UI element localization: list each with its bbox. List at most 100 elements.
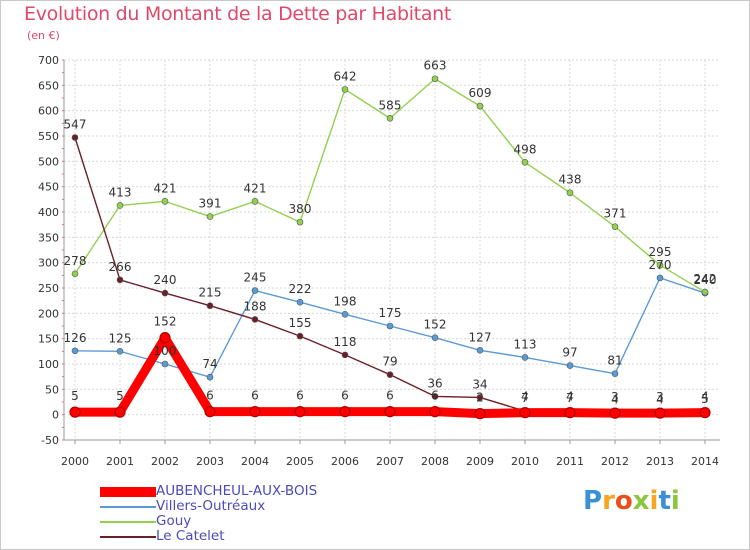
data-point-gouy [566,189,574,197]
y-tick-label: 600 [38,105,59,118]
data-point-aubencheul-aux-bois [654,407,666,419]
data-label-gouy: 295 [649,245,672,259]
chart-title: Evolution du Montant de la Dette par Hab… [24,3,452,25]
x-tick-label: 2003 [196,455,224,468]
x-tick-label: 2011 [556,455,584,468]
data-label-aubencheul-aux-bois: 5 [71,389,79,403]
x-tick-label: 2004 [241,455,269,468]
x-tick-label: 2012 [601,455,629,468]
data-label-villers-outr-aux: 100 [154,344,177,358]
data-point-le-catelet [161,289,169,297]
data-label-villers-outr-aux: 270 [649,258,672,272]
data-point-gouy [251,198,259,205]
data-label-aubencheul-aux-bois: 6 [251,389,259,403]
y-tick-label: 350 [38,231,59,244]
data-label-aubencheul-aux-bois: 6 [386,389,394,403]
data-point-villers-outr-aux [296,298,304,306]
data-label-gouy: 609 [469,86,492,100]
data-point-aubencheul-aux-bois [609,407,621,419]
data-point-gouy [521,159,529,166]
data-point-aubencheul-aux-bois [564,407,576,419]
data-label-villers-outr-aux: 81 [607,354,622,368]
data-point-gouy [341,86,349,93]
data-point-villers-outr-aux [386,322,394,330]
data-label-villers-outr-aux: 175 [379,306,402,320]
x-tick-label: 2009 [466,455,494,468]
legend-swatch [100,506,156,508]
data-point-gouy [431,75,439,83]
logo-letter: P [583,486,603,516]
data-label-aubencheul-aux-bois: 6 [431,389,439,403]
data-point-gouy [71,270,79,278]
data-point-aubencheul-aux-bois [69,406,81,418]
data-label-villers-outr-aux: 97 [562,346,577,360]
data-label-gouy: 413 [109,185,132,199]
data-point-aubencheul-aux-bois [519,407,531,419]
legend-swatch [100,521,156,523]
data-label-gouy: 438 [559,173,582,187]
data-point-gouy [476,102,484,110]
y-tick-label: 250 [38,282,59,295]
data-point-le-catelet [206,302,214,310]
data-point-aubencheul-aux-bois [249,406,261,418]
data-label-villers-outr-aux: 240 [694,273,717,287]
data-label-le-catelet: 79 [382,355,397,369]
data-label-gouy: 391 [199,197,222,211]
data-label-aubencheul-aux-bois: 4 [566,390,574,404]
x-tick-label: 2006 [331,455,359,468]
data-label-aubencheul-aux-bois: 5 [116,389,124,403]
x-tick-label: 2002 [151,455,179,468]
x-tick-label: 2001 [106,455,134,468]
data-point-villers-outr-aux [611,370,619,377]
logo-letter: o [614,486,633,516]
data-label-villers-outr-aux: 152 [424,318,447,332]
data-label-aubencheul-aux-bois: 6 [296,389,304,403]
data-label-le-catelet: 34 [472,377,487,391]
data-point-aubencheul-aux-bois [384,406,396,418]
data-point-gouy [701,288,709,296]
data-point-villers-outr-aux [71,347,79,355]
data-point-le-catelet [251,316,259,323]
y-tick-label: 500 [38,155,59,168]
data-label-gouy: 421 [154,181,177,195]
data-label-villers-outr-aux: 198 [334,294,357,308]
legend-swatch [100,487,156,497]
data-point-villers-outr-aux [521,354,529,361]
data-point-aubencheul-aux-bois [339,406,351,418]
y-tick-label: 650 [38,79,59,92]
y-tick-label: -50 [41,434,59,447]
data-point-le-catelet [116,276,124,284]
chart-subtitle: (en €) [27,29,60,42]
data-point-aubencheul-aux-bois [474,408,486,420]
y-tick-label: 150 [38,333,59,346]
data-label-gouy: 242 [694,272,717,286]
data-point-gouy [206,213,214,220]
x-tick-label: 2008 [421,455,449,468]
data-label-aubencheul-aux-bois: 4 [701,390,709,404]
data-point-le-catelet [296,332,304,340]
data-label-villers-outr-aux: 222 [289,282,312,296]
legend-label: Villers-Outréaux [156,498,266,514]
logo-letter: t [658,486,671,516]
data-point-gouy [386,114,394,122]
data-point-aubencheul-aux-bois [114,406,126,418]
logo-letter: r [602,486,615,516]
data-point-villers-outr-aux [116,348,124,355]
data-point-villers-outr-aux [251,287,259,294]
data-label-villers-outr-aux: 113 [514,337,537,351]
data-point-aubencheul-aux-bois [699,407,711,419]
x-tick-label: 2000 [61,455,89,468]
data-label-gouy: 585 [379,98,402,112]
data-label-gouy: 663 [424,59,447,73]
data-label-le-catelet: 4 [611,393,619,407]
data-point-le-catelet [431,393,439,400]
data-label-le-catelet: 266 [109,260,132,274]
data-label-aubencheul-aux-bois: 6 [206,389,214,403]
data-label-gouy: 498 [514,142,537,156]
y-tick-label: 700 [38,54,59,67]
data-label-le-catelet: 188 [244,299,267,313]
data-point-le-catelet [386,371,394,378]
y-tick-label: 200 [38,307,59,320]
logo-letter: x [632,486,650,516]
data-point-villers-outr-aux [161,360,169,368]
